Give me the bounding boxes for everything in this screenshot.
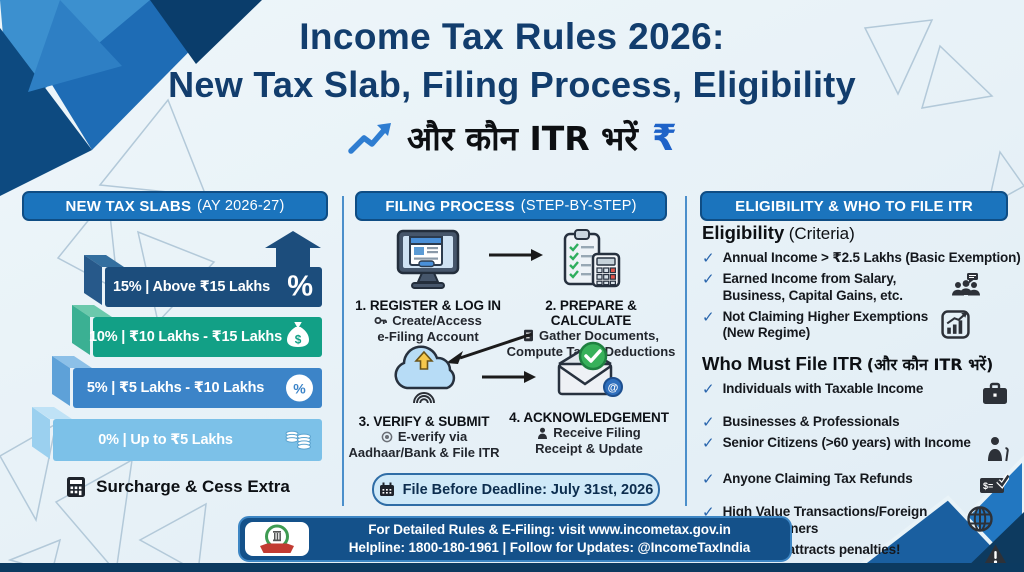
- money-bag-icon: $: [283, 320, 313, 355]
- trending-up-icon: [348, 122, 392, 154]
- senior-citizen-icon: [985, 436, 1009, 467]
- step-subtitle: E-verify via: [338, 429, 510, 445]
- calendar-icon: [379, 482, 394, 496]
- coins-icon: [283, 424, 313, 457]
- step-subtitle-2: Receipt & Update: [535, 440, 643, 456]
- key-icon: [374, 317, 388, 325]
- slabs-header-bold: NEW TAX SLABS: [65, 197, 192, 215]
- tax-slab-bar-0: 0% | Up to ₹5 Lakhs: [32, 407, 322, 461]
- briefcase-icon: [981, 382, 1009, 410]
- arrow-right-icon: [489, 249, 543, 261]
- growth-arrow-icon: [265, 231, 321, 268]
- process-step-4: @ 4. ACKNOWLEDGEMENT Receive Filing Rece…: [503, 340, 675, 457]
- check-icon: ✓: [702, 470, 715, 488]
- fingerprint-icon: [381, 431, 393, 443]
- clipboard-calculator-icon: [563, 229, 621, 288]
- process-header-bold: FILING PROCESS: [385, 197, 515, 215]
- page-title-line2: New Tax Slab, Filing Process, Eligibilit…: [168, 64, 856, 105]
- check-icon: ✓: [702, 308, 715, 326]
- step-title: 1. REGISTER & LOG IN: [355, 298, 501, 313]
- who-must-file-heading: Who Must File ITR (और कौन ITR भरें): [702, 352, 994, 374]
- monitor-icon: [396, 229, 460, 289]
- criteria-item: ✓ Annual Income > ₹2.5 Lakhs (Basic Exem…: [702, 250, 1021, 267]
- who-item: ✓ Businesses & Professionals: [702, 413, 900, 431]
- column-divider-left: [342, 196, 344, 506]
- slab-label: 10% | ₹10 Lakhs - ₹15 Lakhs: [89, 329, 282, 345]
- arrow-diagonal-icon: [446, 332, 533, 364]
- criteria-item: ✓ Not Claiming Higher Exemptions (New Re…: [702, 309, 1009, 344]
- step-title: 3. VERIFY & SUBMIT: [358, 414, 490, 429]
- who-item: ✓ Senior Citizens (>60 years) with Incom…: [702, 435, 1009, 467]
- check-icon: ✓: [702, 250, 715, 267]
- process-step-1: 1. REGISTER & LOG IN Create/Access e-Fil…: [342, 228, 514, 345]
- person-icon: [538, 427, 548, 439]
- percent-icon: %: [287, 270, 313, 303]
- slab-label: 0% | Up to ₹5 Lakhs: [98, 432, 233, 448]
- check-icon: ✓: [702, 271, 715, 289]
- check-icon: ✓: [702, 434, 715, 452]
- arrow-right-icon: [482, 371, 536, 383]
- slabs-header: NEW TAX SLABS (AY 2026-27): [22, 191, 328, 221]
- column-divider-right: [685, 196, 687, 506]
- slab-label: 15% | Above ₹15 Lakhs: [113, 279, 270, 295]
- process-header-light: (STEP-BY-STEP): [520, 198, 637, 214]
- slab-label: 5% | ₹5 Lakhs - ₹10 Lakhs: [86, 380, 265, 396]
- footer-line1: For Detailed Rules & E-Filing: visit www…: [368, 522, 731, 537]
- check-icon: ✓: [702, 380, 715, 398]
- globe-icon: [966, 505, 994, 538]
- step-subtitle: Receive Filing: [503, 425, 675, 441]
- tax-slab-bar-15: 15% | Above ₹15 Lakhs %: [84, 231, 322, 307]
- surcharge-note-text: Surcharge & Cess Extra: [96, 477, 290, 496]
- svg-text:@: @: [608, 382, 619, 394]
- step-subtitle: Create/Access: [342, 313, 514, 329]
- growth-chart-icon: [940, 310, 970, 344]
- eligibility-header: ELIGIBILITY & WHO TO FILE ITR: [700, 191, 1008, 221]
- deadline-banner: File Before Deadline: July 31st, 2026: [372, 473, 660, 506]
- who-item: ✓ Anyone Claiming Tax Refunds $=: [702, 470, 1011, 500]
- who-item: ✓ Individuals with Taxable Income: [702, 381, 1009, 410]
- rupee-symbol: ₹: [651, 116, 677, 158]
- tax-slab-bar-5: 5% | ₹5 Lakhs - ₹10 Lakhs %: [52, 356, 322, 408]
- calculator-icon: [67, 477, 86, 497]
- page-title-line1: Income Tax Rules 2026:: [299, 16, 725, 57]
- check-icon: ✓: [702, 413, 715, 431]
- page-title-line3: और कौन ITR भरें ₹: [0, 115, 1024, 160]
- title-block: Income Tax Rules 2026: New Tax Slab, Fil…: [0, 16, 1024, 160]
- envelope-check-icon: @: [557, 341, 623, 397]
- people-group-icon: [951, 272, 981, 304]
- step-title: 4. ACKNOWLEDGEMENT: [509, 410, 669, 425]
- criteria-item: ✓ Earned Income from Salary, Business, C…: [702, 271, 1009, 304]
- svg-text:$: $: [295, 332, 302, 346]
- surcharge-note: Surcharge & Cess Extra: [58, 476, 298, 498]
- cloud-fingerprint-icon: [394, 345, 456, 404]
- step-title: 2. PREPARE & CALCULATE: [545, 298, 637, 328]
- slabs-header-light: (AY 2026-27): [197, 198, 285, 214]
- step-subtitle-2: e-Filing Account: [377, 328, 479, 344]
- tax-slab-bar-10: 10% | ₹10 Lakhs - ₹15 Lakhs $: [72, 305, 322, 357]
- footer-bar: For Detailed Rules & E-Filing: visit www…: [238, 516, 792, 562]
- footer-text: For Detailed Rules & E-Filing: visit www…: [309, 521, 790, 557]
- bottom-strip: [0, 563, 1024, 572]
- title-hindi-text: और कौन ITR भरें: [407, 119, 638, 158]
- percent-badge-icon: %: [286, 374, 313, 402]
- eligibility-section-heading: Eligibility (Criteria): [702, 222, 855, 243]
- income-tax-department-emblem: [245, 522, 309, 556]
- footer-line2: Helpline: 1800-180-1961 | Follow for Upd…: [348, 540, 751, 555]
- svg-text:$=: $=: [983, 481, 993, 491]
- eligibility-header-text: ELIGIBILITY & WHO TO FILE ITR: [735, 197, 973, 215]
- refund-check-icon: $=: [979, 472, 1011, 500]
- deadline-text: File Before Deadline: July 31st, 2026: [402, 481, 654, 498]
- step-subtitle-2: Aadhaar/Bank & File ITR: [348, 444, 500, 460]
- process-header: FILING PROCESS (STEP-BY-STEP): [355, 191, 667, 221]
- process-step-3: 3. VERIFY & SUBMIT E-verify via Aadhaar/…: [338, 340, 510, 461]
